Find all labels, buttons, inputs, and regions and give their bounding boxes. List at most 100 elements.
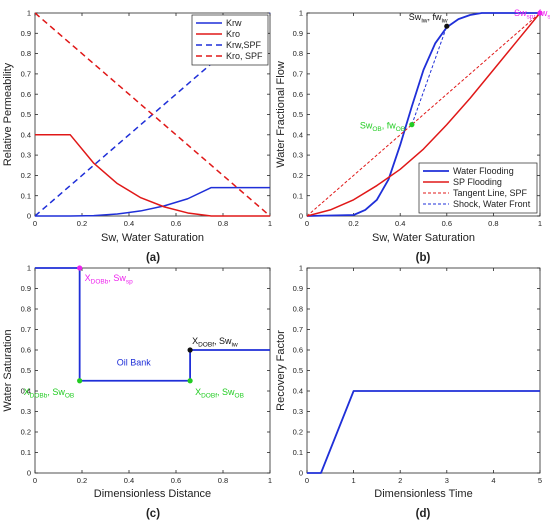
y-tick-label: 0.4	[21, 387, 31, 396]
y-tick-label: 0.5	[21, 366, 31, 375]
y-tick-label: 0.8	[293, 49, 303, 58]
y-tick-label: 0.1	[21, 191, 31, 200]
x-tick-label: 0	[305, 476, 309, 485]
label-text: , fw	[427, 12, 442, 22]
y-tick-label: 0.5	[293, 366, 303, 375]
y-tick-label: 0.1	[293, 448, 303, 457]
series-line-curve	[35, 267, 270, 382]
legend-label: Water Flooding	[453, 166, 514, 176]
x-tick-label: 1	[538, 219, 542, 228]
label-subscript: OB	[235, 392, 244, 399]
x-tick-label: 0.8	[488, 219, 498, 228]
x-tick-label: 4	[491, 476, 495, 485]
legend-label: Krw,SPF	[226, 40, 262, 50]
y-axis-label: Recovery Factor	[275, 330, 287, 411]
label-text: Sw	[409, 12, 422, 22]
label-subscript: sp	[547, 14, 550, 21]
legend-label: Kro, SPF	[226, 51, 263, 61]
label-subscript: OB	[65, 392, 74, 399]
marker-point	[77, 265, 83, 271]
panel-caption: (c)	[146, 508, 160, 520]
y-tick-label: 0.8	[21, 305, 31, 314]
x-tick-label: 0.8	[218, 476, 228, 485]
series-line-kro	[35, 134, 270, 217]
series-line-water-flooding	[307, 12, 540, 217]
y-tick-label: 0.4	[293, 130, 303, 139]
label-text: X	[195, 387, 201, 397]
legend-label: Krw	[226, 18, 242, 28]
y-tick-label: 0.7	[21, 70, 31, 79]
plot-area-d	[306, 267, 541, 474]
panel-caption: (a)	[146, 252, 160, 264]
x-axis-label: Dimensionless Time	[374, 488, 472, 500]
label-subscript: OB	[396, 126, 405, 133]
point-label: SwOB, fwOB	[360, 121, 405, 134]
point-label: XDOBb, Swsp	[85, 273, 133, 286]
series-line-sp-flooding	[307, 12, 541, 217]
x-tick-label: 0.2	[348, 219, 358, 228]
x-tick-label: 0.6	[171, 476, 181, 485]
series-line-krw	[35, 186, 270, 217]
y-tick-label: 1	[299, 9, 303, 18]
y-axis-label: Relative Permeability	[2, 62, 14, 166]
panel-caption: (d)	[416, 508, 431, 520]
series-line-kro-spf	[35, 12, 271, 217]
label-text: Sw	[514, 8, 527, 18]
label-subscript: DOBb	[91, 279, 109, 286]
x-tick-label: 0.4	[124, 476, 134, 485]
y-tick-label: 0.9	[21, 29, 31, 38]
y-tick-label: 0.9	[293, 284, 303, 293]
label-subscript: sp	[527, 14, 534, 21]
x-tick-label: 0.2	[77, 219, 87, 228]
label-subscript: DOBf	[201, 392, 217, 399]
legend-label: Shock, Water Front	[453, 199, 531, 209]
label-subscript: sp	[126, 279, 133, 286]
x-tick-label: 2	[398, 476, 402, 485]
point-label: XDOBb, SwOB	[24, 387, 75, 400]
x-tick-label: 5	[538, 476, 542, 485]
label-subscript: DOBf	[198, 342, 214, 349]
label-text: , Sw	[217, 387, 235, 397]
y-tick-label: 0.5	[21, 110, 31, 119]
panel-c: 0 0.2 0.4 0.6 0.8 1 0 0.1 0.2 0.3 0.4 0.5 0.6 0.7 0.8 0…	[2, 264, 272, 520]
x-tick-label: 1	[268, 476, 272, 485]
label-text: , fw	[382, 121, 397, 131]
y-tick-label: 0.2	[293, 171, 303, 180]
y-tick-label: 0	[299, 469, 303, 478]
label-text: X	[24, 387, 30, 397]
y-tick-label: 0.9	[21, 284, 31, 293]
x-tick-label: 0.4	[395, 219, 405, 228]
y-tick-label: 1	[27, 264, 31, 273]
point-label: XDOBf, SwOB	[195, 387, 244, 400]
x-tick-label: 1	[352, 476, 356, 485]
y-tick-label: 0.2	[21, 428, 31, 437]
label-subscript: OB	[372, 126, 381, 133]
panel-d: 0 1 2 3 4 5 0 0.1 0.2 0.3 0.4 0.5 0.6 0.7 0.8 0.9 1 Dimen…	[275, 264, 542, 520]
x-tick-label: 1	[268, 219, 272, 228]
y-tick-label: 0.7	[293, 70, 303, 79]
y-tick-label: 0	[27, 469, 31, 478]
y-tick-label: 0.6	[21, 346, 31, 355]
x-tick-label: 0	[305, 219, 309, 228]
label-text: X	[192, 336, 198, 346]
x-axis-label: Dimensionless Distance	[94, 488, 211, 500]
y-tick-label: 0.3	[21, 151, 31, 160]
label-text: , fw	[533, 8, 548, 18]
legend-label: SP Flooding	[453, 177, 502, 187]
x-tick-label: 0.6	[442, 219, 452, 228]
x-tick-label: 0.4	[124, 219, 134, 228]
point-label: Swiw, fwiw	[409, 12, 448, 25]
x-tick-label: 0	[33, 476, 37, 485]
point-label: XDOBf, Swiw	[192, 336, 238, 349]
y-tick-label: 0.3	[293, 407, 303, 416]
x-axis-label: Sw, Water Saturation	[101, 232, 204, 244]
label-subscript: iw	[441, 18, 447, 25]
label-text: Sw	[360, 121, 373, 131]
marker-point	[187, 347, 193, 353]
y-tick-label: 0.3	[293, 151, 303, 160]
marker-point	[77, 378, 83, 384]
x-tick-label: 0.6	[171, 219, 181, 228]
label-subscript: iw	[421, 18, 427, 25]
y-tick-label: 0.4	[293, 387, 303, 396]
